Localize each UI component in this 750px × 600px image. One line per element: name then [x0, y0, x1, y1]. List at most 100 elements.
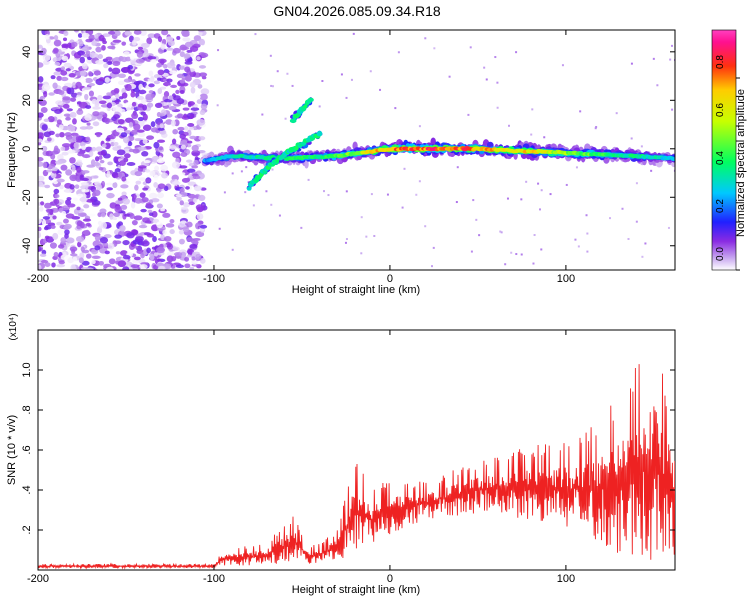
heatmap-noise-cell	[179, 200, 184, 206]
heatmap-speckle-cell	[365, 235, 368, 238]
heatmap-noise-cell	[50, 150, 60, 155]
heatmap-noise-cell	[94, 103, 100, 107]
heatmap-noise-cell	[117, 145, 122, 149]
heatmap-speckle-cell	[673, 169, 675, 172]
heatmap-noise-cell	[172, 47, 181, 54]
heatmap-noise-cell	[172, 246, 180, 251]
heatmap-noise-cell	[108, 30, 116, 35]
heatmap-noise-cell	[131, 129, 138, 135]
heatmap-noise-cell	[117, 260, 127, 268]
heatmap-noise-cell	[120, 56, 128, 63]
heatmap-noise-cell	[95, 59, 104, 65]
heatmap-noise-cell	[98, 34, 105, 42]
heatmap-noise-cell	[91, 40, 97, 47]
heatmap-noise-cell	[151, 211, 158, 218]
heatmap-noise-cell	[107, 161, 113, 166]
heatmap-noise-cell	[97, 212, 102, 218]
heatmap-noise-cell	[57, 90, 65, 95]
heatmap-noise-cell	[156, 246, 166, 254]
heatmap-noise-cell	[197, 84, 203, 89]
heatmap-speckle-cell	[485, 78, 488, 81]
heatmap-noise-cell	[111, 67, 121, 75]
heatmap-noise-cell	[122, 198, 130, 205]
heatmap-noise-cell	[108, 179, 117, 184]
y-tick-label: -40	[21, 238, 33, 254]
heatmap-noise-cell	[179, 51, 185, 58]
x-tick-label: -100	[203, 273, 225, 285]
heatmap-speckle-cell	[271, 168, 274, 171]
heatmap-noise-cell	[60, 146, 66, 152]
heatmap-noise-cell	[109, 138, 115, 143]
heatmap-noise-cell	[180, 30, 190, 36]
heatmap-noise-cell	[80, 246, 85, 252]
heatmap-noise-cell	[148, 192, 158, 199]
heatmap-noise-cell	[46, 209, 51, 213]
heatmap-noise-cell	[38, 245, 42, 252]
colorbar-tick-label: 0.6	[715, 103, 726, 117]
heatmap-noise-cell	[134, 138, 142, 142]
heatmap-noise-cell	[56, 75, 62, 81]
heatmap-speckle-cell	[594, 127, 597, 130]
heatmap-noise-cell	[93, 175, 99, 179]
heatmap-noise-cell	[80, 182, 89, 186]
heatmap-noise-cell	[43, 90, 48, 98]
heatmap-speckle-cell	[345, 96, 348, 99]
heatmap-noise-cell	[38, 206, 44, 212]
heatmap-noise-cell	[140, 208, 147, 213]
heatmap-speckle-cell	[218, 227, 221, 230]
heatmap-noise-cell	[52, 232, 59, 240]
heatmap-noise-cell	[78, 107, 83, 112]
heatmap-noise-cell	[146, 102, 154, 108]
heatmap-noise-cell	[102, 33, 111, 38]
heatmap-noise-cell	[167, 40, 175, 47]
heatmap-noise-cell	[133, 215, 143, 221]
heatmap-noise-cell	[147, 33, 156, 39]
heatmap-noise-cell	[109, 202, 117, 209]
colorbar-ticks: 0.0 0.2 0.4 0.6 0.8	[715, 55, 740, 271]
heatmap-noise-cell	[40, 107, 48, 114]
heatmap-speckle-cell	[627, 237, 630, 240]
heatmap-noise-cell	[114, 205, 123, 213]
heatmap-noise-cell	[62, 96, 71, 101]
heatmap-noise-cell	[140, 111, 146, 116]
heatmap-noise-cell	[61, 205, 71, 211]
heatmap-secondary-cell	[316, 130, 323, 137]
heatmap-speckle-cell	[340, 73, 343, 76]
heatmap-noise-cell	[187, 123, 195, 127]
heatmap-speckle-cell	[300, 226, 303, 229]
heatmap-speckle-cell	[418, 125, 421, 128]
heatmap-noise-cell	[147, 78, 155, 82]
heatmap-noise-cell	[140, 42, 150, 49]
heatmap-noise-cell	[51, 262, 56, 268]
heatmap-speckle-cell	[386, 193, 389, 196]
heatmap-noise-cell	[199, 93, 208, 101]
heatmap-speckle-cell	[540, 189, 543, 192]
heatmap-speckle-cell	[510, 251, 513, 254]
heatmap-noise-cell	[119, 225, 126, 232]
heatmap-noise-cell	[153, 80, 160, 85]
heatmap-noise-cell	[156, 263, 165, 267]
heatmap-noise-cell	[112, 60, 121, 67]
heatmap-track-cell	[670, 157, 675, 162]
heatmap-noise-cell	[106, 102, 113, 109]
heatmap-noise-cell	[165, 36, 174, 42]
heatmap-noise-cell	[135, 58, 145, 64]
heatmap-speckle-cell	[307, 178, 310, 181]
heatmap-noise-cell	[184, 256, 190, 262]
heatmap-noise-cell	[43, 118, 50, 123]
heatmap-noise-cell	[41, 145, 48, 152]
heatmap-noise-cell	[107, 45, 116, 50]
heatmap-noise-cell	[38, 138, 43, 143]
heatmap-noise-cell	[153, 174, 159, 181]
heatmap-noise-cell	[161, 30, 169, 36]
heatmap-speckle-cell	[635, 220, 638, 223]
heatmap-noise-cell	[147, 209, 153, 214]
heatmap-noise-cell	[156, 62, 162, 68]
heatmap-noise-cell	[78, 257, 84, 264]
heatmap-noise-cell	[179, 165, 188, 169]
heatmap-noise-cell	[99, 236, 109, 244]
heatmap-noise-cell	[133, 256, 141, 261]
heatmap-speckle-cell	[276, 70, 279, 73]
heatmap-noise-cell	[184, 41, 194, 48]
